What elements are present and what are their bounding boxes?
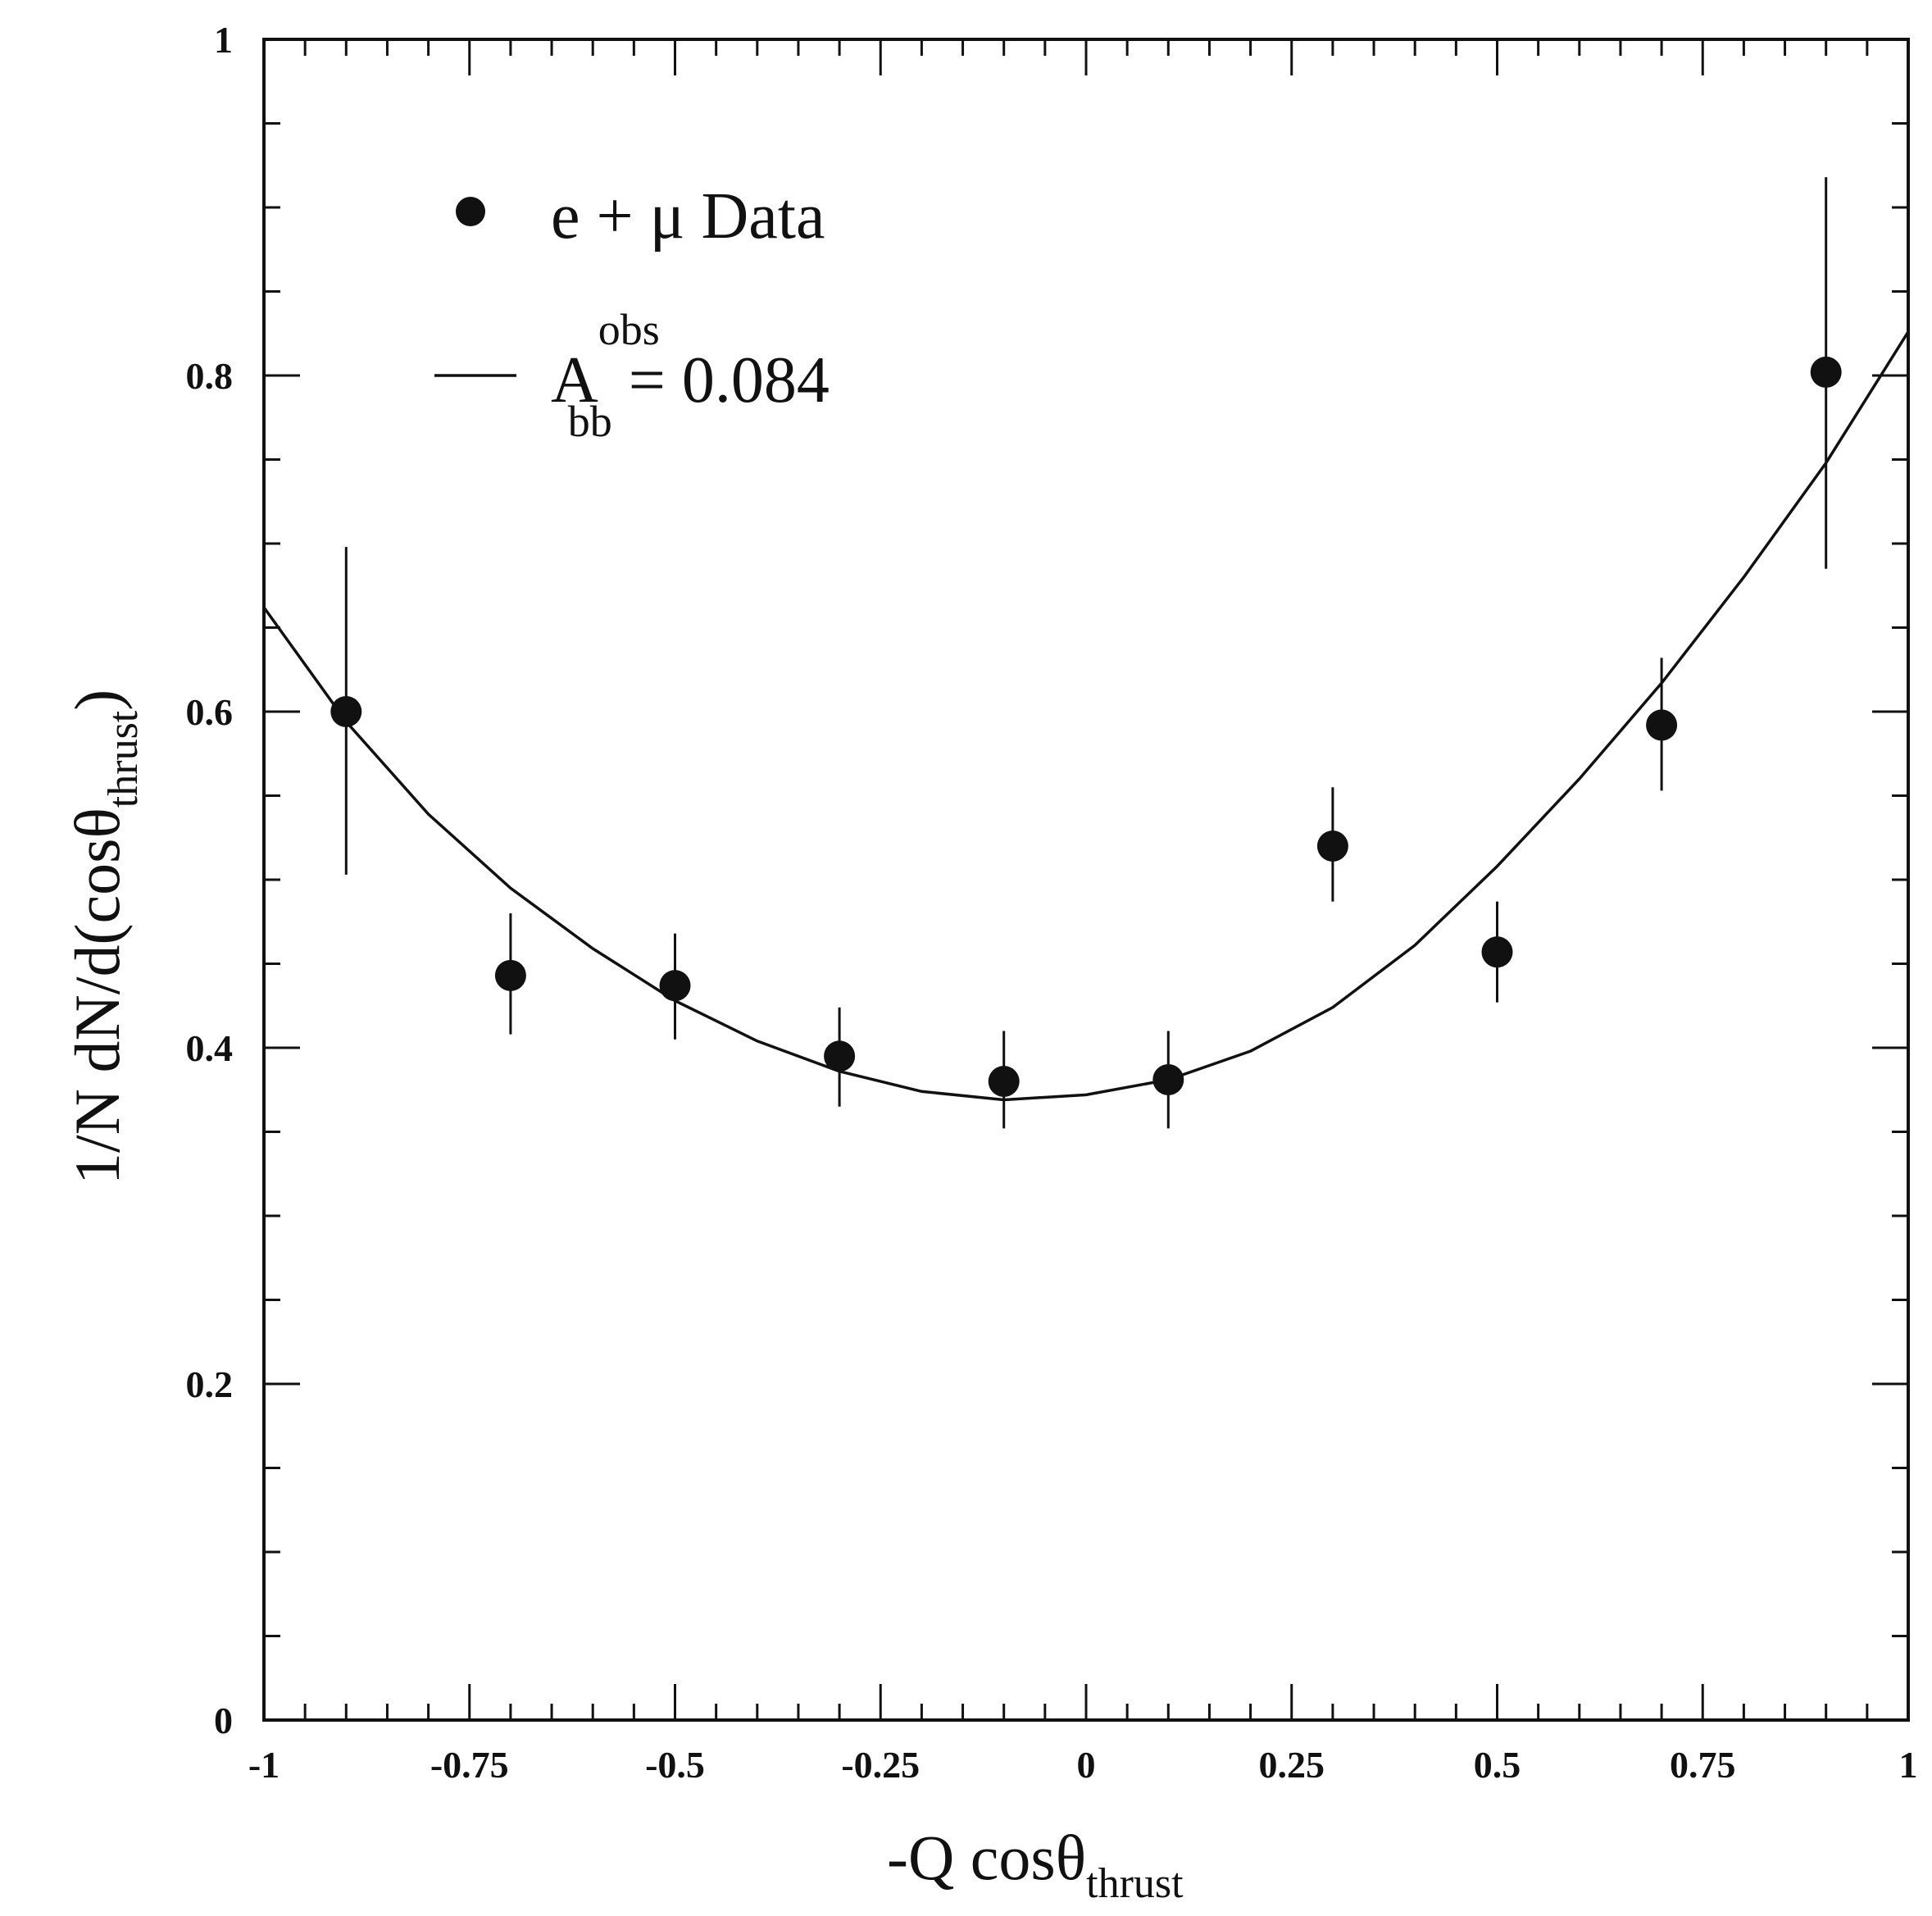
data-point	[824, 1040, 856, 1072]
y-tick-label: 0.4	[186, 1027, 234, 1069]
x-tick-label: 0	[1077, 1744, 1096, 1786]
data-point	[1810, 356, 1842, 388]
y-tick-label: 0	[214, 1700, 233, 1741]
fit-curve	[262, 330, 1910, 1102]
x-tick-label: 0.5	[1474, 1744, 1521, 1786]
x-tick-label: 1	[1899, 1744, 1918, 1786]
tick-labels-layer: -1 -0.75 -0.5 -0.25 0 0.25 0.5 0.75 1 0 0.2 0.4 0.6 0…	[186, 19, 1918, 1786]
y-tick-label: 1	[214, 19, 233, 61]
x-tick-label: -0.25	[841, 1744, 920, 1786]
data-point	[1481, 936, 1513, 968]
x-axis-title: -Q cosθthrust	[887, 1822, 1184, 1907]
plot-frame	[262, 38, 1910, 1722]
y-tick-label: 0.6	[186, 691, 234, 733]
legend-data-label: e + μ Data	[551, 180, 825, 253]
y-tick-label: 0.2	[186, 1363, 234, 1405]
y-axis-title: 1/N dN/d(cosθthrust)	[61, 689, 147, 1185]
data-point	[659, 970, 691, 1002]
data-point	[1316, 831, 1348, 862]
data-points-layer	[330, 356, 1842, 1097]
data-point	[988, 1066, 1020, 1097]
error-bars-layer	[344, 177, 1828, 1129]
legend-fit-label: Aobs bb = 0.084	[551, 305, 830, 446]
data-point	[330, 696, 362, 727]
x-tick-label: 0.75	[1670, 1744, 1736, 1786]
ticks-layer	[262, 38, 1910, 1722]
x-tick-label: -1	[248, 1744, 280, 1786]
fit-curve-layer	[262, 330, 1910, 1102]
x-tick-label: 0.25	[1259, 1744, 1325, 1786]
data-point	[1646, 709, 1678, 741]
y-tick-label: 0.8	[186, 355, 234, 397]
x-tick-label: -0.5	[645, 1744, 705, 1786]
data-point	[494, 959, 526, 991]
data-point	[1152, 1063, 1184, 1095]
x-tick-label: -0.75	[430, 1744, 509, 1786]
legend-data-marker	[456, 197, 485, 226]
